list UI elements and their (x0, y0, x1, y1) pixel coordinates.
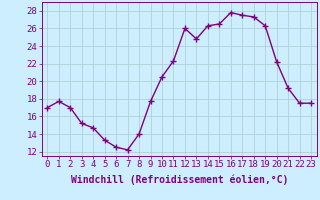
X-axis label: Windchill (Refroidissement éolien,°C): Windchill (Refroidissement éolien,°C) (70, 175, 288, 185)
